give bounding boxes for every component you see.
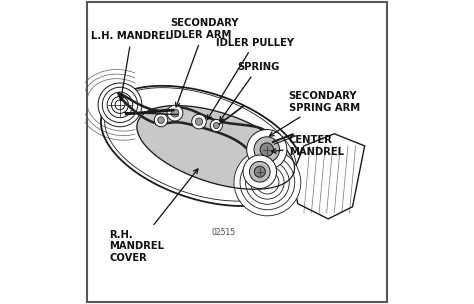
Circle shape <box>254 137 280 162</box>
Circle shape <box>247 130 287 170</box>
Circle shape <box>107 92 133 118</box>
Circle shape <box>167 105 183 121</box>
Polygon shape <box>101 86 303 206</box>
Circle shape <box>246 161 289 204</box>
Text: CENTER
MANDREL: CENTER MANDREL <box>272 135 344 157</box>
Polygon shape <box>292 134 365 219</box>
Circle shape <box>171 109 179 117</box>
Text: SPRING: SPRING <box>219 62 279 121</box>
Circle shape <box>251 166 284 199</box>
Circle shape <box>98 83 142 127</box>
Circle shape <box>191 114 206 129</box>
Circle shape <box>102 87 137 123</box>
Text: SECONDARY
SPRING ARM: SECONDARY SPRING ARM <box>269 91 360 136</box>
Circle shape <box>213 123 219 129</box>
Polygon shape <box>137 105 294 189</box>
Circle shape <box>115 100 125 110</box>
Circle shape <box>158 117 164 123</box>
Text: L.H. MANDREL: L.H. MANDREL <box>91 32 172 101</box>
Circle shape <box>249 161 270 182</box>
Circle shape <box>210 119 222 132</box>
Circle shape <box>260 143 273 156</box>
Circle shape <box>243 155 276 188</box>
Circle shape <box>256 171 279 194</box>
Circle shape <box>195 118 203 125</box>
Circle shape <box>255 166 265 177</box>
Text: IDLER PULLEY: IDLER PULLEY <box>207 38 294 119</box>
Text: SECONDARY
IDLER ARM: SECONDARY IDLER ARM <box>170 18 238 107</box>
Circle shape <box>234 149 301 216</box>
Text: R.H.
MANDREL
COVER: R.H. MANDREL COVER <box>109 169 198 263</box>
Text: 02515: 02515 <box>211 228 236 237</box>
Circle shape <box>111 96 128 113</box>
Circle shape <box>155 113 168 127</box>
Circle shape <box>240 155 295 210</box>
